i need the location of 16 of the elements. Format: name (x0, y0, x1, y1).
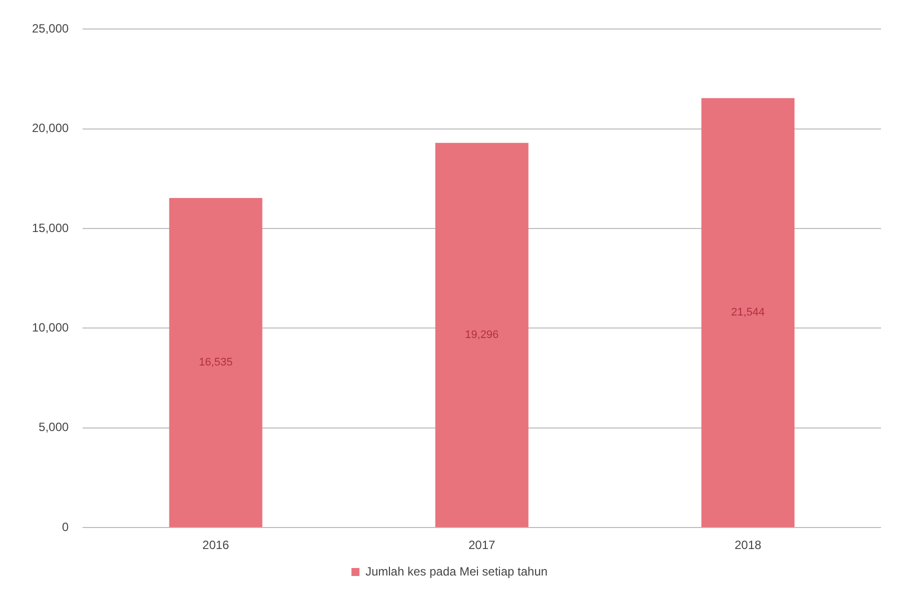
y-tick-label: 5,000 (38, 420, 70, 434)
y-tick-label: 20,000 (32, 121, 70, 136)
x-tick-label: 2017 (468, 538, 496, 552)
data-label: 21,544 (731, 306, 765, 319)
y-tick-label: 10,000 (32, 320, 70, 335)
data-label: 19,296 (465, 329, 499, 342)
data-label: 16,535 (198, 356, 233, 369)
bar (169, 198, 262, 528)
legend-label: Jumlah kes pada Mei setiap tahun (365, 564, 548, 578)
y-tick-label: 0 (62, 520, 70, 534)
y-tick-label: 25,000 (32, 22, 70, 36)
y-tick-label: 15,000 (32, 220, 70, 235)
x-tick-label: 2016 (202, 538, 230, 552)
bar (435, 142, 528, 528)
x-tick-label: 2018 (734, 538, 762, 552)
bar (701, 98, 795, 528)
